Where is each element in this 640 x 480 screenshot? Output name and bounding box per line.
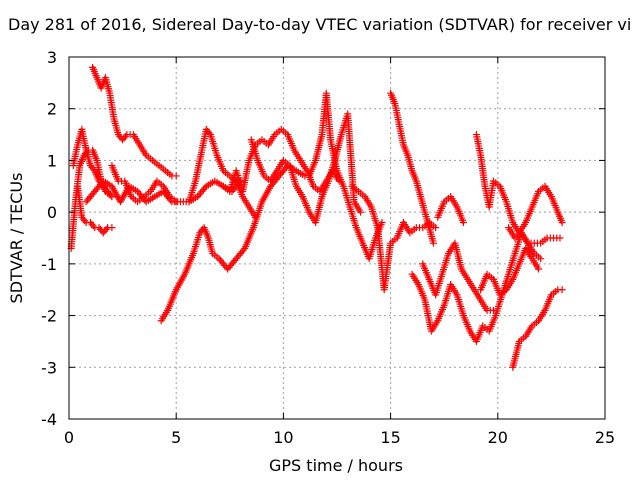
data-point	[558, 218, 566, 226]
data-point	[121, 132, 129, 140]
data-point	[205, 129, 213, 137]
x-tick-label: 20	[488, 428, 508, 447]
y-tick-label: -3	[41, 358, 57, 377]
grid-lines	[69, 57, 605, 419]
chart-title: Day 281 of 2016, Sidereal Day-to-day VTE…	[8, 15, 631, 34]
data-point	[490, 306, 498, 314]
data-point	[172, 172, 180, 180]
series-track-16	[434, 193, 467, 226]
y-tick-label: 0	[47, 203, 57, 222]
series-track-11	[305, 89, 386, 263]
data-point	[357, 208, 365, 216]
data-point	[239, 246, 247, 254]
data-point	[459, 218, 467, 226]
series-track-14	[408, 229, 545, 345]
y-tick-label: 3	[47, 48, 57, 67]
data-point	[108, 224, 116, 232]
x-tick-label: 25	[595, 428, 615, 447]
series-track-13	[387, 89, 437, 247]
series-track-15	[419, 239, 498, 314]
series-track-19	[505, 224, 564, 247]
data-point	[102, 225, 110, 233]
series-track-2	[69, 125, 116, 201]
y-tick-label: -1	[41, 255, 57, 274]
series-track-17	[472, 131, 566, 237]
data-point	[106, 191, 114, 199]
data-point	[108, 193, 116, 201]
series-track-10	[247, 110, 365, 226]
data-point	[201, 184, 209, 192]
y-tick-label: -2	[41, 307, 57, 326]
y-axis-label: SDTVAR / TECUs	[7, 173, 26, 304]
data-point	[556, 234, 564, 242]
data-point	[535, 265, 543, 273]
data-point	[81, 217, 89, 225]
x-tick-label: 10	[273, 428, 293, 447]
data-point	[252, 213, 260, 221]
series-track-6	[108, 162, 180, 206]
series-track-20	[477, 244, 543, 299]
series-track-4	[89, 63, 180, 180]
axis-ticks: 0 5 10 15 20 25 -4 -3 -2 -1 0 1 2 3	[41, 48, 615, 447]
data-point	[537, 255, 545, 263]
data-point	[432, 224, 440, 232]
data-point	[429, 239, 437, 247]
series-track-18	[509, 286, 566, 371]
y-tick-label: 1	[47, 151, 57, 170]
y-tick-label: -4	[41, 410, 57, 429]
data-point	[89, 165, 97, 173]
series-track-3	[74, 182, 116, 237]
data-points	[67, 63, 566, 371]
y-tick-label: 2	[47, 100, 57, 119]
x-tick-label: 0	[64, 428, 74, 447]
data-point	[558, 286, 566, 294]
plot-frame	[68, 56, 606, 420]
data-point	[89, 222, 97, 230]
series-track-8	[185, 125, 260, 221]
x-tick-label: 5	[171, 428, 181, 447]
x-tick-label: 15	[380, 428, 400, 447]
x-axis-label: GPS time / hours	[269, 456, 403, 475]
data-point	[172, 198, 180, 206]
